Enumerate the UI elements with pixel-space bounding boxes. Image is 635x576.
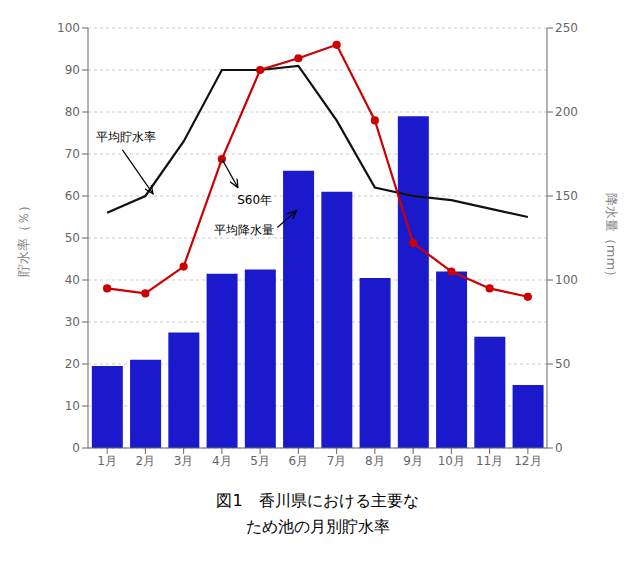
svg-text:6月: 6月: [289, 454, 309, 468]
svg-text:80: 80: [65, 105, 80, 119]
svg-text:250: 250: [555, 21, 578, 35]
svg-text:20: 20: [65, 357, 80, 371]
svg-text:平均降水量: 平均降水量: [214, 223, 274, 237]
svg-text:貯水率（％）: 貯水率（％）: [16, 199, 31, 277]
svg-text:50: 50: [65, 231, 80, 245]
svg-text:11月: 11月: [476, 454, 503, 468]
svg-text:S60年: S60年: [237, 193, 272, 207]
svg-text:1月: 1月: [97, 454, 117, 468]
svg-text:2月: 2月: [136, 454, 156, 468]
svg-text:200: 200: [555, 105, 578, 119]
svg-text:150: 150: [555, 189, 578, 203]
svg-text:12月: 12月: [514, 454, 541, 468]
svg-text:0: 0: [72, 441, 80, 455]
svg-text:100: 100: [57, 21, 80, 35]
svg-text:0: 0: [555, 441, 563, 455]
svg-text:40: 40: [65, 273, 80, 287]
svg-text:9月: 9月: [403, 454, 423, 468]
svg-text:50: 50: [555, 357, 570, 371]
svg-text:7月: 7月: [327, 454, 347, 468]
svg-text:100: 100: [555, 273, 578, 287]
svg-text:60: 60: [65, 189, 80, 203]
svg-text:3月: 3月: [174, 454, 194, 468]
svg-text:10月: 10月: [438, 454, 465, 468]
svg-text:90: 90: [65, 63, 80, 77]
svg-text:降水量（mm）: 降水量（mm）: [604, 193, 619, 283]
html-text:図1 香川県における主要な ため池の月別貯水率: 図1 香川県における主要な ため池の月別貯水率: [216, 491, 419, 536]
svg-text:5月: 5月: [250, 454, 270, 468]
svg-text:10: 10: [65, 399, 80, 413]
svg-text:4月: 4月: [212, 454, 232, 468]
svg-text:30: 30: [65, 315, 80, 329]
svg-text:平均貯水率: 平均貯水率: [96, 130, 156, 144]
svg-text:8月: 8月: [365, 454, 385, 468]
svg-text:70: 70: [65, 147, 80, 161]
